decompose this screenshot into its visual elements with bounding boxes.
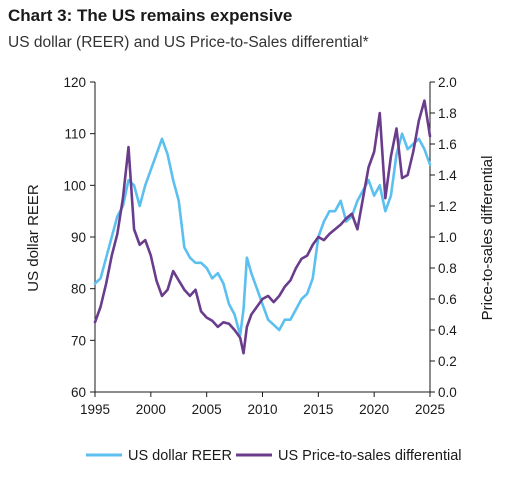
y-right-axis-label: Price-to-sales differential [479, 156, 496, 321]
legend-label-reer: US dollar REER [128, 448, 232, 464]
y-left-tick-label: 70 [71, 333, 86, 348]
y-right-tick-label: 1.2 [438, 199, 457, 214]
y-left-tick-label: 100 [63, 178, 86, 193]
series-line-price-to-sales [93, 99, 432, 355]
y-right-tick-label: 0.6 [438, 292, 457, 307]
x-tick-label: 1995 [80, 402, 110, 417]
x-tick-label: 2025 [415, 402, 445, 417]
series-line-reer [93, 132, 432, 337]
chart-subtitle: US dollar (REER) and US Price-to-Sales d… [8, 34, 369, 51]
y-left-tick-label: 80 [71, 282, 86, 297]
y-right-tick-label: 0.8 [438, 261, 457, 276]
x-tick-label: 2005 [192, 402, 222, 417]
y-right-tick-label: 1.4 [438, 168, 457, 183]
series-lines [93, 99, 432, 355]
x-tick-label: 2000 [136, 402, 166, 417]
x-axis-ticks: 1995 2000 2005 2010 2015 2020 2025 [80, 392, 445, 417]
y-left-axis-ticks: 60 70 80 90 100 110 120 [63, 75, 95, 400]
y-right-tick-label: 0.4 [438, 323, 457, 338]
x-tick-label: 2015 [303, 402, 333, 417]
y-right-tick-label: 0.0 [438, 385, 457, 400]
y-right-tick-label: 1.8 [438, 106, 457, 121]
y-right-tick-label: 0.2 [438, 354, 457, 369]
y-left-tick-label: 120 [63, 75, 86, 90]
y-left-axis-label: US dollar REER [25, 184, 42, 292]
y-right-tick-label: 2.0 [438, 75, 457, 90]
y-right-tick-label: 1.6 [438, 137, 457, 152]
y-right-tick-label: 1.0 [438, 230, 457, 245]
x-tick-label: 2020 [359, 402, 389, 417]
y-left-tick-label: 60 [71, 385, 86, 400]
x-tick-label: 2010 [247, 402, 277, 417]
y-right-axis-ticks: 0.0 0.2 0.4 0.6 0.8 1.0 1.2 1.4 1.6 1.8 2.0 [430, 75, 457, 400]
y-left-tick-label: 90 [71, 230, 86, 245]
y-left-tick-label: 110 [64, 127, 86, 142]
legend-label-ps: US Price-to-sales differential [278, 448, 461, 464]
chart-title: Chart 3: The US remains expensive [8, 6, 293, 25]
chart-legend: US dollar REER US Price-to-sales differe… [86, 448, 461, 464]
